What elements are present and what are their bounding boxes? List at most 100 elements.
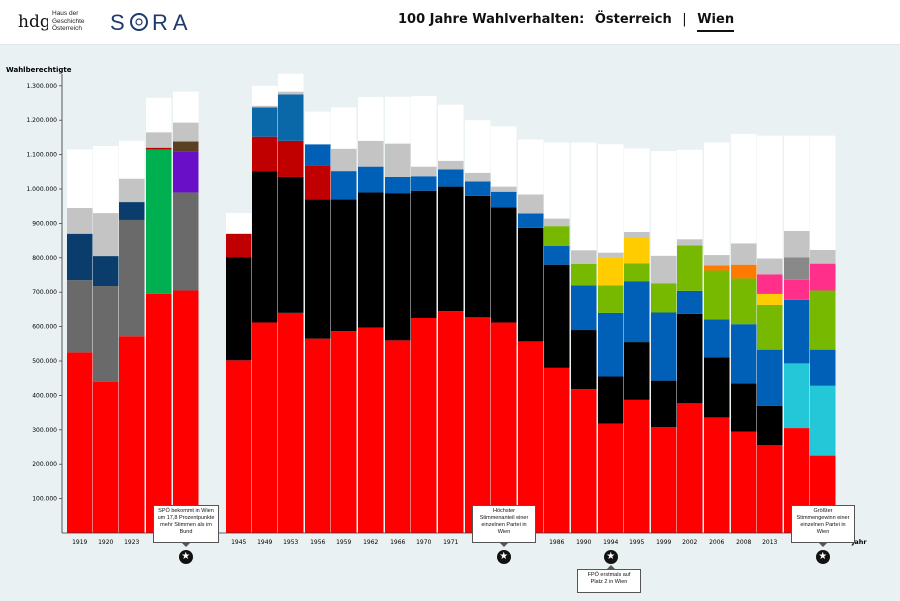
bar-segment-1945-darkred[interactable] [226,233,252,258]
bar-segment-1983-red[interactable] [518,341,544,533]
bar-segment-1983-lightgray[interactable] [518,194,544,214]
bar-segment-1923-darkgray[interactable] [119,219,145,337]
bar-1945[interactable] [226,213,252,533]
bar-segment-1919-white[interactable] [67,149,93,208]
bar-1927[interactable] [146,97,172,533]
bar-segment-1971-lightgray[interactable] [438,160,464,170]
bar-segment-1971-red[interactable] [438,311,464,533]
bar-segment-1975-red[interactable] [465,317,491,533]
bar-1962[interactable] [358,97,384,533]
bar-segment-1949-steelblue[interactable] [252,107,278,137]
bar-segment-1919-darkgray[interactable] [67,280,93,353]
bar-segment-2008-blue[interactable] [731,324,757,384]
bar-segment-1986-white[interactable] [544,142,570,219]
bar-segment-1983-black[interactable] [518,227,544,342]
bar-segment-1970-red[interactable] [411,318,437,533]
bar-segment-1986-black[interactable] [544,264,570,368]
bar-segment-1927-green[interactable] [146,149,172,294]
bar-segment-1979-red[interactable] [491,322,517,533]
bar-1970[interactable] [411,96,437,533]
bar-segment-1927-darkred[interactable] [146,147,172,150]
bar-segment-1956-red[interactable] [305,338,331,533]
bar-segment-1999-red[interactable] [651,427,677,533]
bar-segment-2013-red[interactable] [757,445,783,533]
bar-segment-2013-lime[interactable] [757,304,783,350]
bar-segment-1986-red[interactable] [544,367,570,533]
bar-segment-2019-magenta[interactable] [810,263,836,291]
bar-1983[interactable] [518,139,544,533]
bar-1959[interactable] [331,107,357,533]
bar-1994[interactable] [598,144,624,533]
bar-1979[interactable] [491,126,517,533]
bar-segment-2002-black[interactable] [677,313,703,404]
bar-segment-2013-white[interactable] [757,135,783,259]
bar-segment-2019-lime[interactable] [810,290,836,350]
bar-segment-2013-magenta[interactable] [757,274,783,294]
bar-1919[interactable] [67,149,93,533]
bar-segment-1953-darkred[interactable] [278,140,304,177]
bar-segment-1970-blue[interactable] [411,176,437,191]
bar-segment-1990-lightgray[interactable] [571,250,597,264]
bar-segment-1930-white[interactable] [173,91,199,123]
bar-segment-2002-blue[interactable] [677,290,703,314]
bar-segment-1986-lightgray[interactable] [544,218,570,227]
bar-segment-1962-black[interactable] [358,192,384,328]
bar-segment-1995-red[interactable] [624,399,650,533]
bar-segment-1999-white[interactable] [651,151,677,256]
bar-segment-1959-blue[interactable] [331,171,357,200]
bar-segment-2002-white[interactable] [677,149,703,240]
bar-segment-1994-white[interactable] [598,144,624,253]
bar-segment-1956-blue[interactable] [305,144,331,166]
bar-segment-1995-white[interactable] [624,148,650,232]
bar-segment-1994-red[interactable] [598,423,624,533]
bar-2002[interactable] [677,149,703,533]
bar-segment-2006-lime[interactable] [704,270,730,320]
bar-segment-1953-white[interactable] [278,73,304,92]
bar-segment-2013-lightgray[interactable] [757,258,783,275]
bar-segment-2002-lime[interactable] [677,245,703,291]
bar-segment-1919-navy[interactable] [67,233,93,281]
bar-segment-1927-white[interactable] [146,97,172,133]
bar-segment-2017-cyan[interactable] [784,363,810,429]
bar-segment-1999-blue[interactable] [651,312,677,381]
bar-segment-1962-blue[interactable] [358,166,384,193]
bar-segment-1953-steelblue[interactable] [278,94,304,141]
bar-segment-1966-white[interactable] [385,96,411,144]
bar-segment-1999-lime[interactable] [651,283,677,313]
bar-segment-1971-black[interactable] [438,186,464,312]
bar-segment-1962-red[interactable] [358,327,384,533]
bar-segment-2002-lightgray[interactable] [677,239,703,246]
bar-segment-1990-blue[interactable] [571,285,597,331]
bar-segment-1930-lightgray[interactable] [173,122,199,142]
bar-segment-1923-lightgray[interactable] [119,178,145,203]
bar-segment-2006-black[interactable] [704,357,730,418]
bar-segment-2019-lightgray[interactable] [810,249,836,264]
bar-segment-1990-black[interactable] [571,330,597,390]
tab-oesterreich[interactable]: Österreich [594,12,672,27]
bar-segment-1923-navy[interactable] [119,202,145,220]
bar-segment-1953-lightgray[interactable] [278,91,304,95]
bar-segment-1945-white[interactable] [226,213,252,234]
bar-segment-1962-white[interactable] [358,97,384,141]
bar-segment-2006-blue[interactable] [704,319,730,358]
bar-1986[interactable] [544,142,570,533]
bar-segment-1956-darkred[interactable] [305,165,331,200]
bar-segment-1999-black[interactable] [651,380,677,428]
bar-segment-2017-blue[interactable] [784,299,810,364]
bar-segment-2006-orange[interactable] [704,265,730,271]
bar-1920[interactable] [93,146,119,533]
bar-segment-2008-white[interactable] [731,133,757,244]
bar-segment-1970-white[interactable] [411,96,437,167]
bar-segment-1975-lightgray[interactable] [465,172,491,182]
bar-segment-2019-blue[interactable] [810,349,836,386]
bar-segment-2019-cyan[interactable] [810,385,836,456]
bar-segment-1927-red[interactable] [146,293,172,533]
bar-segment-2006-white[interactable] [704,142,730,256]
bar-segment-1930-darkgray[interactable] [173,192,199,291]
bar-segment-1959-black[interactable] [331,199,357,332]
bar-segment-1949-darkred[interactable] [252,136,278,172]
bar-segment-1953-black[interactable] [278,176,304,313]
bar-segment-1986-lime[interactable] [544,226,570,246]
bar-segment-2006-red[interactable] [704,417,730,533]
bar-segment-1930-brown[interactable] [173,141,199,152]
